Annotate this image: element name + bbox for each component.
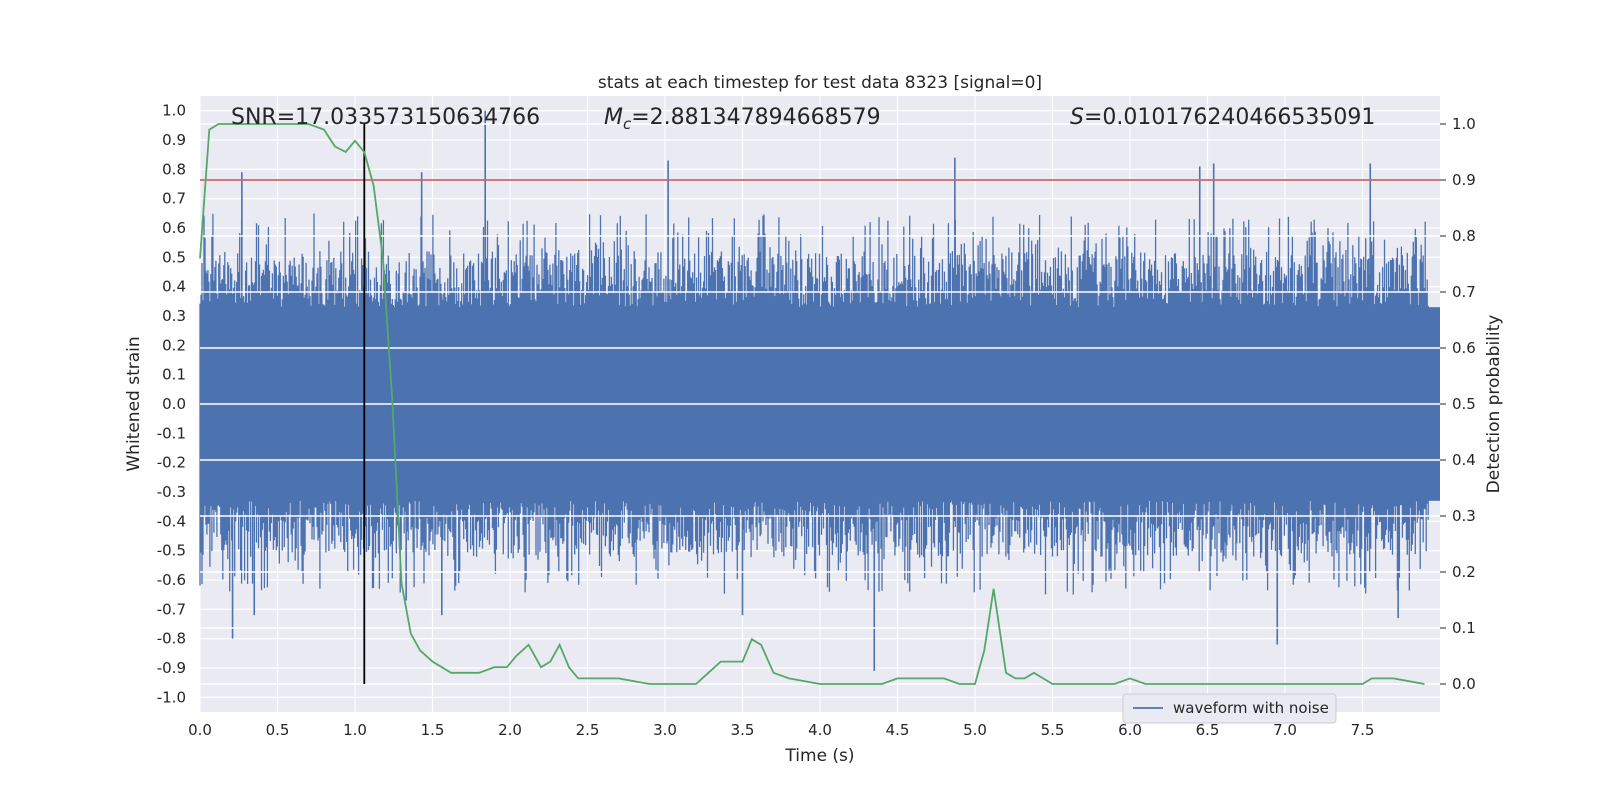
y-tick-label: -0.7 (157, 600, 186, 618)
x-tick-label: 5.5 (1041, 721, 1065, 739)
y-tick-label: -0.2 (157, 454, 186, 472)
x-tick-label: 0.0 (188, 721, 212, 739)
y-tick-label: -0.6 (157, 571, 186, 589)
x-tick-label: 1.5 (421, 721, 445, 739)
y2-tick-label: 0.5 (1452, 395, 1476, 413)
y-axis-label: Whitened strain (124, 336, 144, 471)
y-tick-label: 0.1 (162, 366, 186, 384)
x-tick-label: 0.5 (266, 721, 290, 739)
y2-tick-label: 1.0 (1452, 115, 1476, 133)
mc-annotation: Mc=2.881347894668579 (604, 105, 881, 133)
y2-tick-label: 0.1 (1452, 619, 1476, 637)
legend: waveform with noise (1122, 693, 1337, 724)
y2-tick-label: 0.6 (1452, 339, 1476, 357)
x-axis-label: Time (s) (784, 746, 854, 766)
y-tick-label: 1.0 (162, 102, 186, 120)
y2-axis-ticks: 1.0 0.9 0.8 0.7 0.6 0.5 0.4 0.3 0.2 0.1 0.0 (1440, 115, 1476, 693)
y-tick-label: 0.6 (162, 219, 186, 237)
y-tick-label: -1.0 (157, 688, 186, 706)
y-tick-label: -0.4 (157, 512, 186, 530)
y2-tick-label: 0.3 (1452, 507, 1476, 525)
y-tick-label: -0.8 (157, 630, 186, 648)
x-tick-label: 1.0 (343, 721, 367, 739)
waveform-trace (199, 213, 1429, 595)
y2-tick-label: 0.2 (1452, 563, 1476, 581)
x-tick-label: 7.5 (1351, 721, 1375, 739)
x-tick-label: 3.0 (653, 721, 677, 739)
y-tick-label: 0.0 (162, 395, 186, 413)
x-tick-label: 6.0 (1118, 721, 1142, 739)
x-tick-label: 2.5 (576, 721, 600, 739)
legend-label: waveform with noise (1173, 699, 1329, 717)
x-axis-ticks: 0.0 0.5 1.0 1.5 2.0 2.5 3.0 3.5 4.0 4.5 5.0 5.5 6.0 6… (188, 721, 1374, 739)
y-tick-label: 0.7 (162, 190, 186, 208)
y2-tick-label: 0.7 (1452, 283, 1476, 301)
legend-box (1122, 693, 1337, 724)
probability-line (199, 123, 1425, 685)
x-tick-label: 6.5 (1196, 721, 1220, 739)
y-tick-label: 0.3 (162, 307, 186, 325)
y-tick-label: 0.8 (162, 160, 186, 178)
y-tick-label: 0.2 (162, 336, 186, 354)
y-axis-ticks: 1.0 0.9 0.8 0.7 0.6 0.5 0.4 0.3 0.2 0.1 0.0 -0.1 -0.… (157, 102, 186, 707)
snr-annotation: SNR=17.033573150634766 (231, 105, 540, 130)
chart-title: stats at each timestep for test data 832… (598, 73, 1042, 93)
y2-tick-label: 0.4 (1452, 451, 1476, 469)
x-tick-label: 5.0 (963, 721, 987, 739)
y-tick-label: -0.9 (157, 659, 186, 677)
x-tick-label: 2.0 (498, 721, 522, 739)
x-tick-label: 4.5 (886, 721, 910, 739)
y2-tick-label: 0.9 (1452, 171, 1476, 189)
y2-tick-label: 0.8 (1452, 227, 1476, 245)
y2-axis-label: Detection probability (1484, 315, 1504, 494)
s-annotation: S=0.010176240466535091 (1070, 105, 1375, 130)
y-tick-label: 0.9 (162, 131, 186, 149)
y-tick-label: -0.5 (157, 542, 186, 560)
x-tick-label: 4.0 (808, 721, 832, 739)
y-tick-label: 0.5 (162, 248, 186, 266)
y-tick-label: -0.3 (157, 483, 186, 501)
y-tick-label: 0.4 (162, 278, 186, 296)
y-tick-label: -0.1 (157, 424, 186, 442)
probability-series (199, 123, 1440, 685)
x-tick-label: 7.0 (1273, 721, 1297, 739)
y2-tick-label: 0.0 (1452, 675, 1476, 693)
x-tick-label: 3.5 (731, 721, 755, 739)
